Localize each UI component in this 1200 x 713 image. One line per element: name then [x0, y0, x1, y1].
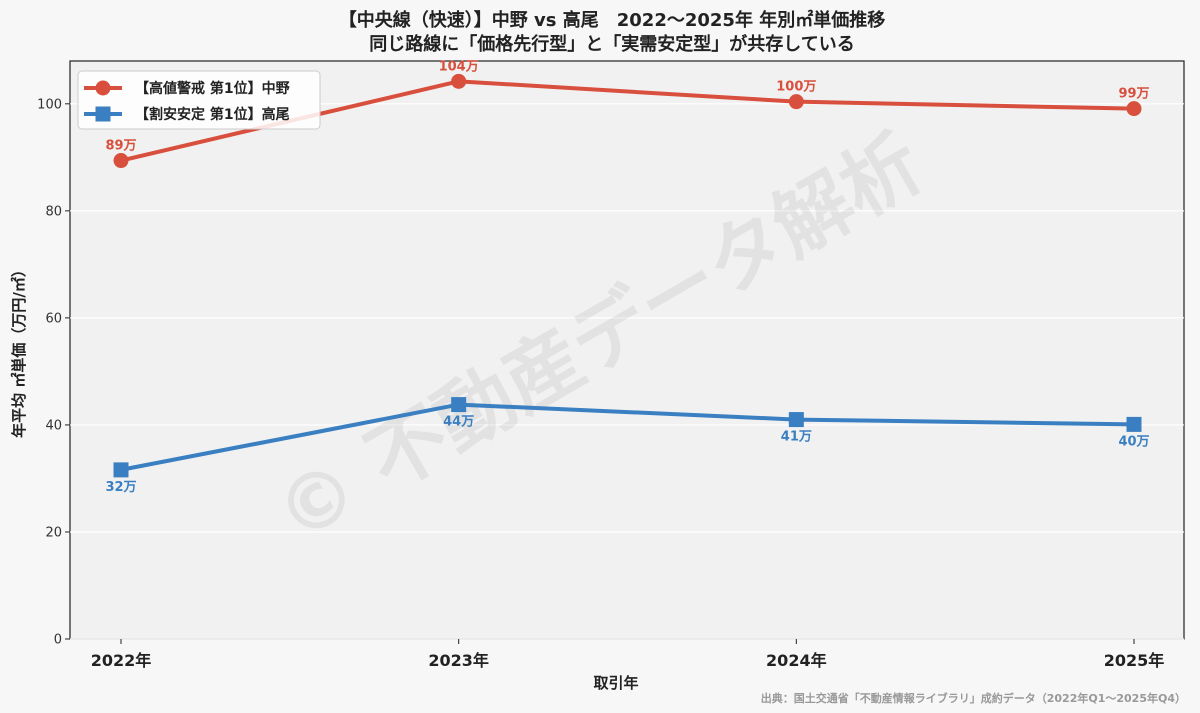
data-label: 44万 — [443, 415, 474, 430]
data-label: 41万 — [781, 430, 812, 445]
legend-item-1: 【高値警戒 第1位】中野 — [84, 80, 290, 97]
legend: 【高値警戒 第1位】中野【割安安定 第1位】高尾 — [77, 70, 321, 130]
y-tick-label: 20 — [45, 525, 62, 540]
chart-subtitle: 同じ路線に「価格先行型」と「実需安定型」が共存している — [369, 33, 854, 55]
series-layer: 89万 104万 100万 99万 32万 44万 41万 40万 — [105, 59, 1149, 495]
y-axis-label: 年平均 ㎡単価（万円/㎡） — [10, 262, 28, 438]
x-axis-ticks: 2022年 2023年 2024年 2025年 — [91, 639, 1165, 670]
x-tick-label: 2022年 — [91, 651, 152, 670]
data-point-circle — [451, 73, 467, 89]
data-point-circle — [788, 94, 804, 110]
data-label: 32万 — [105, 480, 136, 495]
data-label: 99万 — [1118, 87, 1149, 102]
x-tick-label: 2025年 — [1104, 651, 1165, 670]
data-point-square — [1126, 416, 1142, 432]
y-tick-label: 60 — [45, 311, 62, 326]
legend-item-2: 【割安安定 第1位】高尾 — [84, 106, 290, 123]
legend-label: 【割安安定 第1位】高尾 — [135, 106, 290, 123]
data-label: 40万 — [1118, 434, 1149, 449]
legend-label: 【高値警戒 第1位】中野 — [135, 80, 290, 97]
y-tick-label: 100 — [37, 97, 62, 112]
legend-square-marker — [95, 106, 111, 122]
data-label: 100万 — [776, 80, 816, 95]
legend-box — [77, 70, 321, 130]
series-line — [119, 402, 1136, 472]
x-tick-label: 2024年 — [766, 651, 827, 670]
y-axis-ticks: 0 20 40 60 80 100 — [37, 97, 70, 648]
data-point-square — [113, 462, 129, 478]
data-point-square — [788, 412, 804, 428]
x-tick-label: 2023年 — [428, 651, 489, 670]
data-point-circle — [113, 153, 129, 169]
data-point-square — [451, 397, 467, 413]
y-tick-label: 0 — [54, 633, 62, 648]
data-label: 104万 — [439, 59, 479, 74]
data-label: 89万 — [105, 139, 136, 154]
x-axis-label: 取引年 — [593, 674, 638, 692]
data-point-circle — [1126, 101, 1142, 117]
y-tick-label: 80 — [45, 204, 62, 219]
series-2: 32万 44万 41万 40万 — [105, 397, 1150, 495]
chart-title: 【中央線（快速）】中野 vs 高尾 2022〜2025年 年別㎡単価推移 — [339, 9, 885, 31]
source-note: 出典：国土交通省「不動産情報ライブラリ」成約データ（2022年Q1〜2025年Q… — [761, 691, 1186, 705]
legend-circle-marker — [95, 80, 111, 96]
plot-area — [69, 60, 1185, 640]
y-tick-label: 40 — [45, 418, 62, 433]
